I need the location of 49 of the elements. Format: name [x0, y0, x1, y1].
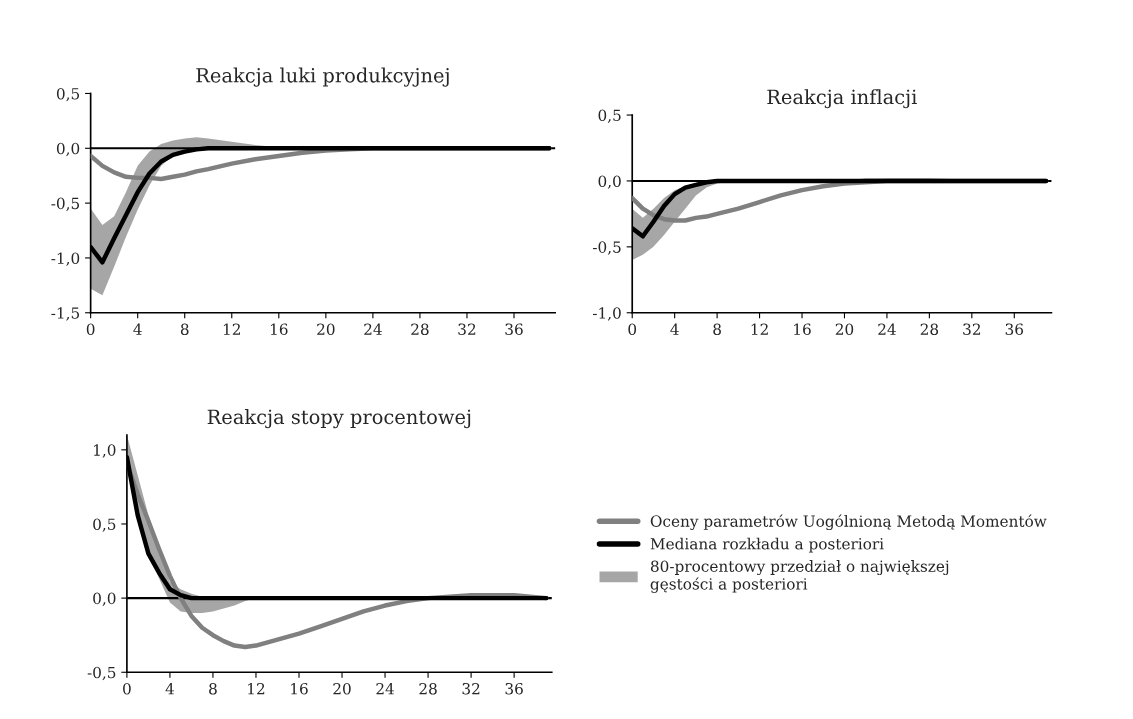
y-tick-label: -1,5: [51, 307, 80, 321]
chart-title: Reakcja inflacji: [767, 89, 917, 109]
x-tick-label: 16: [794, 323, 811, 336]
x-tick-label: 12: [223, 323, 240, 335]
y-tick-label: -0,5: [593, 241, 621, 255]
x-tick-label: 20: [835, 323, 854, 336]
x-tick-label: 8: [713, 323, 721, 336]
y-tick-label: 0,5: [598, 109, 621, 123]
x-tick-label: 16: [270, 323, 288, 336]
x-tick-label: 36: [1005, 323, 1024, 336]
x-tick-label: 8: [209, 682, 217, 695]
x-tick-label: 8: [180, 323, 189, 336]
y-tick-label: -0,5: [51, 197, 80, 211]
x-tick-label: 32: [458, 323, 476, 336]
y-tick-label: 0,0: [598, 175, 621, 189]
x-tick-label: 32: [462, 682, 480, 695]
x-tick-label: 32: [963, 323, 981, 336]
x-tick-label: 24: [376, 682, 394, 695]
x-tick-label: 28: [920, 323, 939, 336]
x-tick-label: 36: [505, 682, 523, 695]
x-tick-label: 28: [411, 323, 429, 336]
x-tick-label: 12: [248, 682, 265, 695]
chart-title: Reakcja stopy procentowej: [207, 409, 471, 429]
x-tick-label: 0: [123, 682, 131, 695]
x-tick-label: 24: [364, 323, 382, 335]
x-tick-label: 4: [133, 323, 142, 335]
y-tick-label: 0,5: [93, 518, 116, 532]
y-tick-label: -1,0: [593, 307, 621, 321]
x-tick-label: 12: [751, 323, 768, 335]
x-tick-label: 4: [165, 682, 175, 695]
y-tick-label: 1,0: [94, 444, 116, 458]
y-tick-label: 0,0: [93, 592, 116, 606]
x-tick-label: 4: [670, 323, 679, 335]
text: 80-procentowy przedział o największej gęstości a posteriori: [650, 560, 949, 593]
x-tick-label: 0: [86, 323, 95, 336]
x-tick-label: 20: [333, 682, 351, 695]
y-tick-label: -0,5: [87, 666, 116, 681]
x-tick-label: 0: [628, 323, 637, 336]
y-tick-label: -1,0: [51, 252, 80, 266]
y-tick-label: 0,5: [56, 87, 80, 102]
x-tick-label: 36: [505, 323, 523, 336]
x-tick-label: 16: [291, 682, 308, 695]
legend-label: Mediana rozkładu a posteriori: [650, 537, 884, 553]
chart-title: Reakcja luki produkcyjnej: [196, 67, 449, 87]
x-tick-label: 28: [419, 682, 437, 695]
x-tick-label: 20: [317, 323, 335, 336]
legend-label: Oceny parametrów Uogólnioną Metodą Momentów: [650, 514, 1047, 531]
x-tick-label: 24: [878, 323, 896, 335]
y-tick-label: 0,0: [56, 142, 80, 157]
